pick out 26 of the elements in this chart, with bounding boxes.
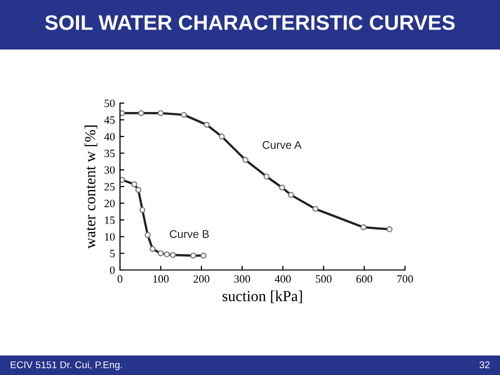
- y-tick-label: 5: [110, 250, 115, 258]
- x-tick-label: 500: [316, 275, 332, 283]
- y-axis-title: water content w [%]: [84, 126, 98, 249]
- x-axis-title: suction [kPa]: [222, 290, 302, 304]
- y-tick-label: 20: [104, 200, 115, 208]
- text: ECIV 5151 Dr. Cui, P.Eng.: [10, 361, 122, 370]
- y-tick-label: 25: [104, 183, 115, 191]
- x-tick-label: 600: [356, 275, 372, 283]
- y-tick-label: 35: [104, 150, 115, 158]
- y-tick-label: 0: [110, 266, 115, 274]
- x-tick-label: 300: [234, 275, 250, 283]
- series-label: Curve A: [262, 140, 302, 149]
- chart-title: SOIL WATER CHARACTERISTIC CURVES: [45, 15, 455, 30]
- y-tick-label: 10: [105, 233, 115, 241]
- series-label: Curve B: [170, 230, 209, 238]
- x-tick-label: 400: [274, 275, 291, 283]
- x-tick-label: 700: [397, 275, 413, 283]
- y-tick-label: 50: [104, 100, 115, 108]
- text: 32: [480, 361, 490, 368]
- y-tick-label: 30: [104, 166, 115, 174]
- y-tick-label: 40: [104, 132, 115, 140]
- y-tick-label: 45: [104, 116, 115, 124]
- y-tick-label: 15: [105, 216, 115, 224]
- x-tick-label: 200: [194, 275, 210, 283]
- x-tick-label: 0: [118, 275, 122, 283]
- x-tick-label: 100: [153, 275, 169, 283]
